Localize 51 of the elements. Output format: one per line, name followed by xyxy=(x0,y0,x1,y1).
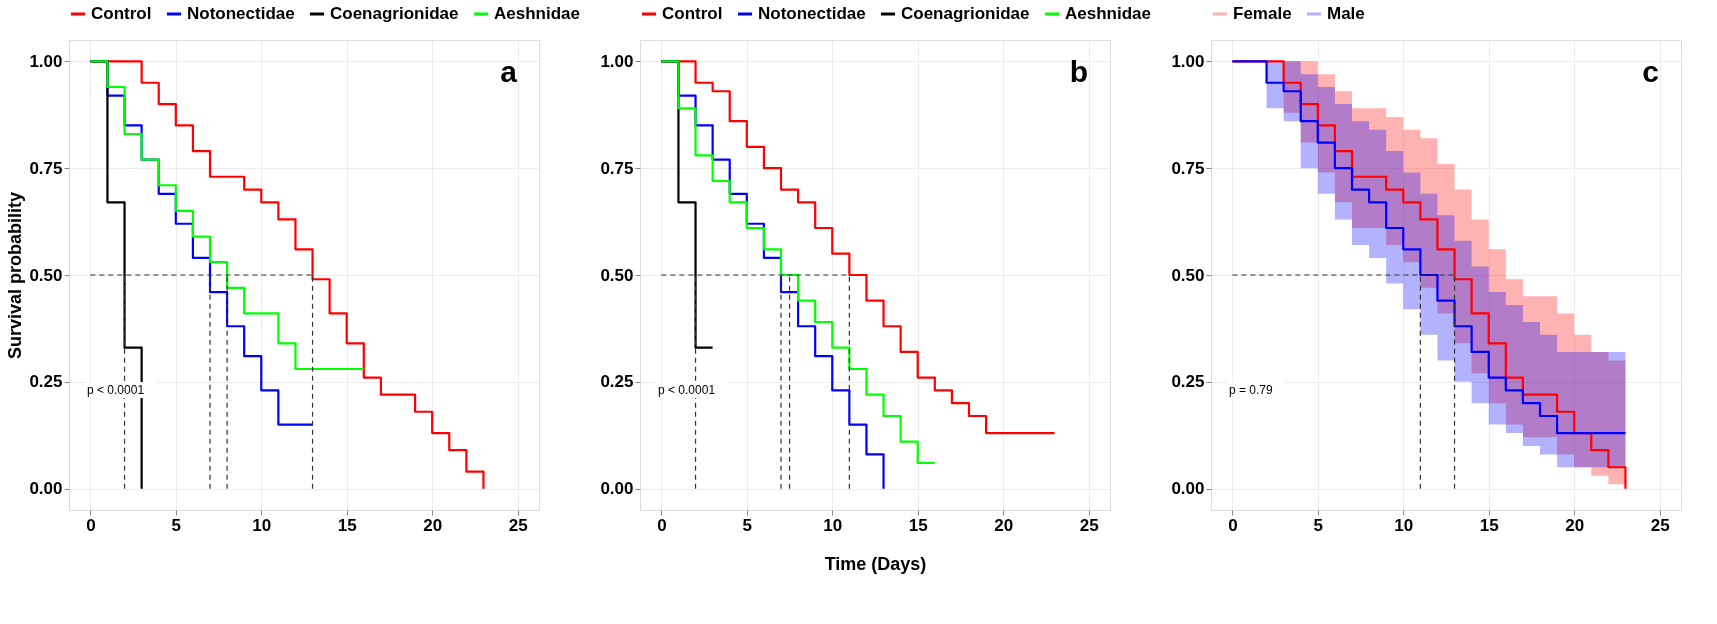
legend-label: Notonectidae xyxy=(758,4,866,23)
x-tick-label: 5 xyxy=(1313,515,1324,535)
x-tick-label: 10 xyxy=(1394,515,1414,535)
x-tick-label: 15 xyxy=(337,515,357,535)
annotation: b xyxy=(1069,55,1088,88)
legend-label: Control xyxy=(91,4,152,23)
y-tick-label: 0.00 xyxy=(600,479,634,499)
y-tick-label: 1.00 xyxy=(29,51,63,71)
legend-label: Aeshnidae xyxy=(494,4,580,23)
annotation: p < 0.0001 xyxy=(658,383,716,397)
y-tick-label: 0.50 xyxy=(1171,265,1205,285)
y-tick-label: 0.75 xyxy=(1171,158,1205,178)
x-tick-label: 10 xyxy=(823,515,843,535)
y-axis-title: Survival probability xyxy=(5,191,26,360)
x-axis-title: Time (Days) xyxy=(824,553,927,574)
x-tick-label: 20 xyxy=(994,515,1014,535)
y-tick-label: 0.50 xyxy=(29,265,63,285)
x-tick-label: 25 xyxy=(1650,515,1670,535)
annotation: p < 0.0001 xyxy=(87,383,145,397)
legend-label: Coenagrionidae xyxy=(901,4,1030,23)
legend-label: Coenagrionidae xyxy=(330,4,459,23)
x-tick-label: 5 xyxy=(742,515,753,535)
legend-label: Notonectidae xyxy=(187,4,295,23)
x-tick-label: 20 xyxy=(423,515,443,535)
x-tick-label: 25 xyxy=(508,515,528,535)
x-tick-label: 15 xyxy=(908,515,928,535)
x-tick-label: 15 xyxy=(1479,515,1499,535)
legend-label: Control xyxy=(662,4,723,23)
y-tick-label: 0.75 xyxy=(600,158,634,178)
y-tick-label: 0.25 xyxy=(29,372,63,392)
annotation: a xyxy=(500,55,518,88)
y-tick-label: 0.00 xyxy=(29,479,63,499)
x-tick-label: 10 xyxy=(252,515,272,535)
y-tick-label: 1.00 xyxy=(1171,51,1205,71)
y-tick-label: 0.25 xyxy=(600,372,634,392)
y-tick-label: 0.00 xyxy=(1171,479,1205,499)
x-tick-label: 5 xyxy=(171,515,182,535)
legend-label: Female xyxy=(1233,4,1292,23)
annotation: c xyxy=(1642,55,1659,88)
x-tick-label: 25 xyxy=(1079,515,1099,535)
y-tick-label: 0.75 xyxy=(29,158,63,178)
legend-label: Male xyxy=(1327,4,1365,23)
x-tick-label: 0 xyxy=(657,515,667,535)
x-tick-label: 0 xyxy=(86,515,96,535)
y-tick-label: 1.00 xyxy=(600,51,634,71)
x-tick-label: 20 xyxy=(1565,515,1585,535)
x-tick-label: 0 xyxy=(1228,515,1238,535)
y-tick-label: 0.50 xyxy=(600,265,634,285)
y-tick-label: 0.25 xyxy=(1171,372,1205,392)
legend-label: Aeshnidae xyxy=(1065,4,1151,23)
annotation: p = 0.79 xyxy=(1229,383,1274,397)
